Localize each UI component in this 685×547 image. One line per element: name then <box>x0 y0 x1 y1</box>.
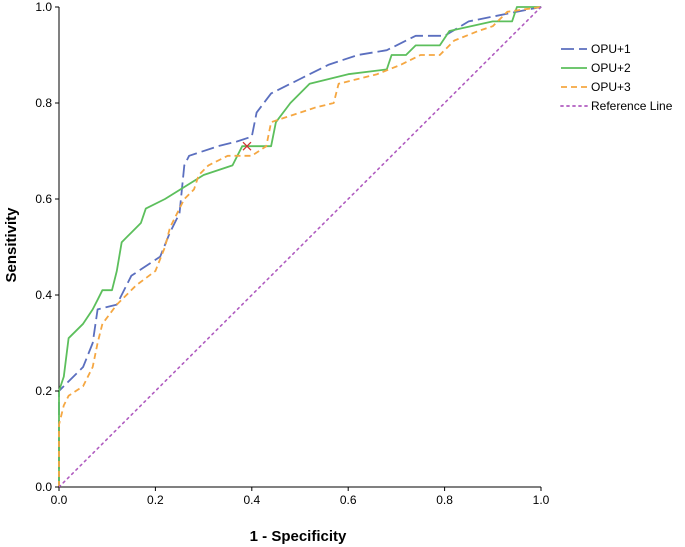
x-axis-title: 1 - Specificity <box>250 528 347 545</box>
y-tick-label: 0.0 <box>35 480 52 494</box>
series-layer <box>58 6 542 488</box>
x-tick-label: 0.2 <box>147 493 164 507</box>
legend: OPU+1 OPU+2 OPU+3 Reference Line <box>560 42 673 113</box>
y-axis-title: Sensitivity <box>3 207 20 283</box>
legend-label: OPU+3 <box>591 80 631 94</box>
x-tick-label: 0.6 <box>340 493 357 507</box>
tick-labels: 0.0 0.2 0.4 0.6 0.8 1.0 0.0 0.2 0.4 0.6 0.8 1.0 <box>35 0 549 507</box>
legend-item: Reference Line <box>560 99 673 113</box>
annotation-layer <box>242 141 252 151</box>
x-tick-label: 1.0 <box>533 493 550 507</box>
legend-item: OPU+2 <box>561 61 631 75</box>
y-tick-label: 0.4 <box>35 288 52 302</box>
legend-item: OPU+3 <box>561 80 631 94</box>
legend-label: Reference Line <box>591 99 673 113</box>
series-line-opu-3 <box>58 6 542 487</box>
series-line-opu-2 <box>58 6 541 487</box>
legend-item: OPU+1 <box>561 42 631 56</box>
y-tick-label: 0.8 <box>35 96 52 110</box>
legend-label: OPU+1 <box>591 42 631 56</box>
series-line-reference-line <box>58 6 542 488</box>
x-tick-label: 0.8 <box>436 493 453 507</box>
x-tick-label: 0.0 <box>51 493 68 507</box>
cutoff-cross-marker <box>242 141 252 151</box>
y-tick-label: 0.6 <box>35 192 52 206</box>
x-tick-label: 0.4 <box>243 493 260 507</box>
series-line-opu-1 <box>58 6 542 487</box>
legend-label: OPU+2 <box>591 61 631 75</box>
y-tick-label: 0.2 <box>35 384 52 398</box>
y-tick-label: 1.0 <box>35 0 52 14</box>
